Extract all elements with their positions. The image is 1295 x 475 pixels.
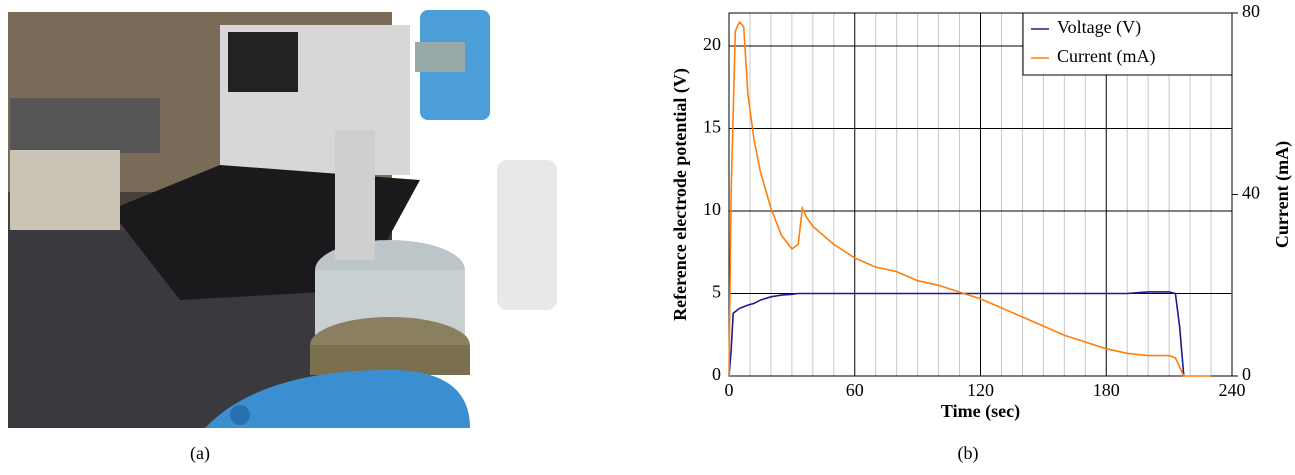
series-line: [728, 20, 1211, 377]
x-tick-label: 120: [967, 380, 994, 400]
y-tick-label: 5: [712, 282, 721, 302]
y2-tick-label: 40: [1242, 183, 1260, 203]
photo: [8, 10, 557, 428]
x-tick-label: 180: [1093, 380, 1120, 400]
panel-label: (b): [958, 443, 979, 464]
legend-label: Voltage (V): [1057, 17, 1141, 38]
panel-label: (a): [190, 443, 210, 464]
series-line: [728, 291, 1185, 377]
y2-tick-label: 80: [1242, 1, 1260, 21]
y2-tick-label: 0: [1242, 364, 1251, 384]
plot-frame: [728, 12, 1233, 377]
y-axis-title: Reference electrode potential (V): [670, 68, 691, 321]
legend-box: [1022, 12, 1233, 76]
x-tick-label: 0: [725, 380, 734, 400]
x-tick-label: 60: [846, 380, 864, 400]
y-tick-label: 20: [703, 34, 721, 54]
x-axis-title: Time (sec): [941, 401, 1020, 422]
y-tick-label: 0: [712, 364, 721, 384]
x-tick-label: 240: [1219, 380, 1246, 400]
y2-axis-title: Current (mA): [1272, 141, 1293, 248]
y-tick-label: 15: [703, 117, 721, 137]
legend-label: Current (mA): [1057, 46, 1155, 67]
y-tick-label: 10: [703, 199, 721, 219]
